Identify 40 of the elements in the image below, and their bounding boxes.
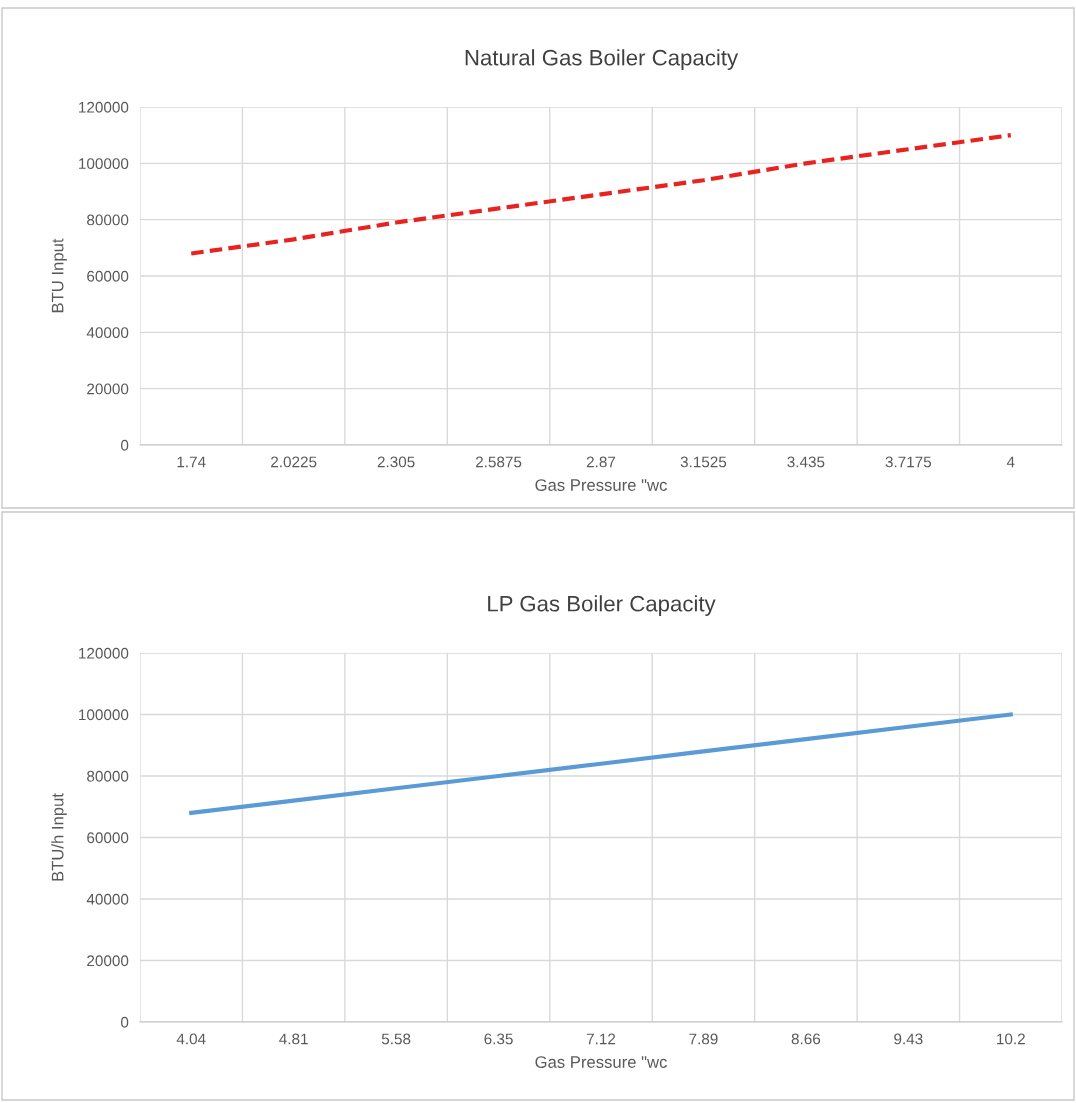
y-axis-title: BTU Input <box>51 238 67 313</box>
y-tick-label: 40000 <box>86 327 129 339</box>
x-axis-title: Gas Pressure "wc <box>535 1056 667 1068</box>
x-tick-label: 1.74 <box>177 456 206 468</box>
x-axis-title: Gas Pressure "wc <box>535 479 667 491</box>
y-tick-label: 20000 <box>87 383 129 395</box>
chart-title: Natural Gas Boiler Capacity <box>465 49 739 70</box>
chart-title: LP Gas Boiler Capacity <box>488 595 716 616</box>
x-tick-label: 4.81 <box>279 1033 308 1045</box>
y-tick-label: 80000 <box>87 214 129 226</box>
x-tick-label: 3.7175 <box>885 456 932 468</box>
y-tick-label: 100000 <box>79 709 129 721</box>
y-axis-title: BTU/h Input <box>51 793 67 881</box>
x-tick-label: 3.435 <box>787 456 825 468</box>
y-tick-label: 60000 <box>87 832 129 844</box>
x-tick-label: 9.43 <box>894 1033 923 1045</box>
line-series <box>189 133 1013 256</box>
x-tick-label: 4.04 <box>176 1033 206 1045</box>
x-tick-label: 2.87 <box>586 456 616 468</box>
line-series <box>189 712 1013 815</box>
y-tick-label: 60000 <box>87 270 129 282</box>
y-tick-label: 100000 <box>79 158 129 170</box>
x-tick-label: 3.1525 <box>680 456 727 468</box>
y-tick-label: 0 <box>120 1016 129 1028</box>
x-tick-label: 2.0225 <box>271 456 317 468</box>
y-tick-label: 80000 <box>87 770 129 782</box>
x-tick-label: 10.2 <box>997 1033 1025 1045</box>
x-tick-label: 8.66 <box>791 1033 821 1045</box>
y-tick-label: 0 <box>120 439 129 451</box>
x-tick-label: 7.12 <box>586 1033 616 1045</box>
x-tick-label: 6.35 <box>484 1033 513 1045</box>
x-tick-label: 7.89 <box>689 1033 718 1045</box>
y-tick-label: 120000 <box>79 101 129 113</box>
y-tick-label: 120000 <box>79 647 129 659</box>
y-tick-label: 20000 <box>87 955 129 967</box>
x-tick-label: 4 <box>1006 456 1015 468</box>
x-tick-label: 2.5875 <box>475 456 522 468</box>
y-tick-label: 40000 <box>86 893 129 905</box>
x-tick-label: 2.305 <box>377 456 415 468</box>
x-tick-label: 5.58 <box>381 1033 411 1045</box>
